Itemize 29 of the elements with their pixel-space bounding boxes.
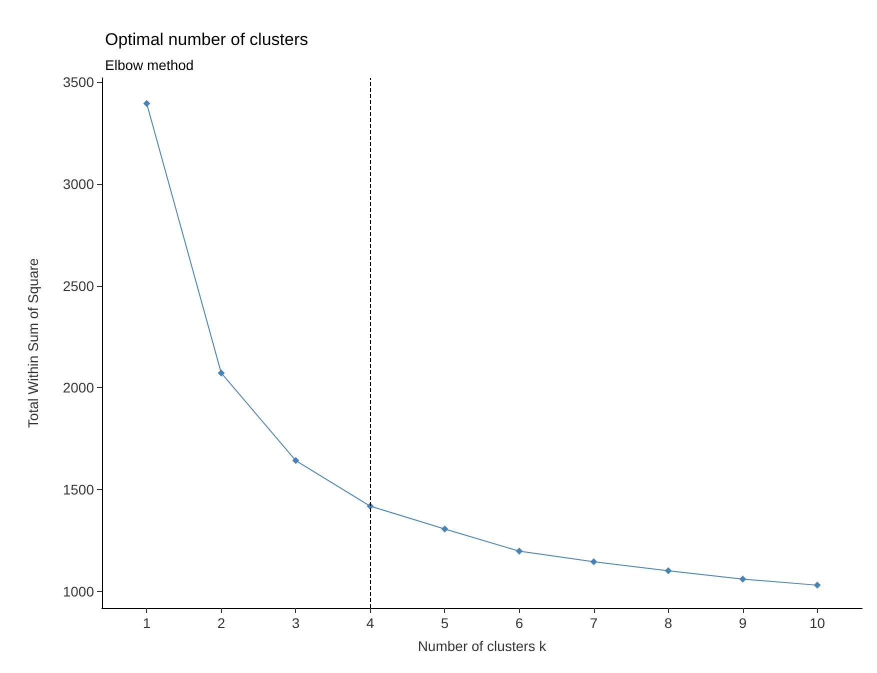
x-tick-label: 6 [515,615,524,631]
x-tick-label: 9 [738,615,747,631]
point [739,576,746,583]
x-tick-label: 4 [366,615,374,631]
x-tick-label: 1 [142,615,151,631]
y-axis-title: Total Within Sum of Square [25,258,41,428]
point [664,567,672,574]
point [814,582,821,589]
point [441,525,448,532]
y-tick-label: 2500 [62,278,94,294]
y-tick-label: 3000 [62,176,94,192]
chart-subtitle: Elbow method [105,57,194,73]
y-tick-label: 1500 [62,481,94,498]
y-tick-label: 3500 [62,74,94,90]
y-tick-label: 2000 [62,380,94,396]
point [218,369,225,376]
chart-title: Optimal number of clusters [105,30,308,49]
point [590,558,598,566]
x-tick-label: 7 [590,615,598,631]
x-tick-label: 3 [292,615,300,631]
x-tick-label: 5 [440,615,449,631]
x-tick-label: 8 [664,615,672,631]
x-tick-label: 2 [217,615,226,631]
y-tick-label: 1000 [62,583,94,600]
point [292,457,300,464]
x-axis-title: Number of clusters k [418,638,548,654]
point [516,548,523,555]
x-tick-label: 10 [810,615,826,631]
point [143,100,150,107]
